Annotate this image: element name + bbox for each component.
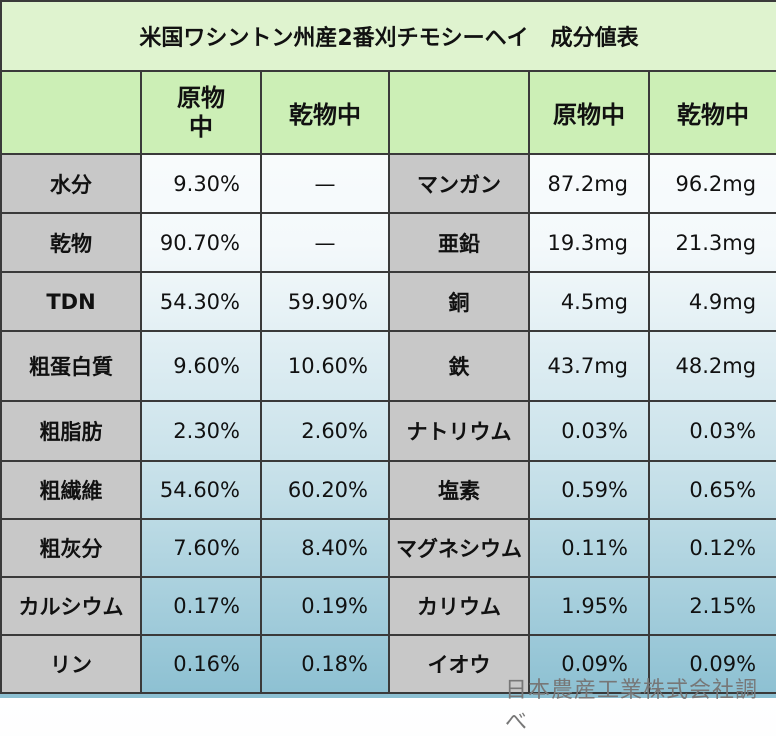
value-cell: 10.60% xyxy=(260,330,390,402)
value-cell: 0.09% xyxy=(647,634,776,694)
value-cell: 0.03% xyxy=(647,400,776,462)
value-cell: 2.30% xyxy=(140,400,262,462)
value-cell: 43.7mg xyxy=(528,330,650,402)
table-row: 乾物 90.70% — 亜鉛 19.3mg 21.3mg xyxy=(0,212,776,273)
row-label: 水分 xyxy=(0,153,142,214)
table-row: 粗蛋白質 9.60% 10.60% 鉄 43.7mg 48.2mg xyxy=(0,330,776,402)
value-cell: 87.2mg xyxy=(528,153,650,214)
value-cell: 0.03% xyxy=(528,400,650,462)
value-cell: 4.5mg xyxy=(528,271,650,332)
value-cell: 0.11% xyxy=(528,518,650,578)
row-label: カルシウム xyxy=(0,576,142,636)
header-cell: 乾物中 xyxy=(260,70,390,155)
value-cell: 0.19% xyxy=(260,576,390,636)
row-label: 鉄 xyxy=(388,330,530,402)
title-row: 米国ワシントン州産2番刈チモシーヘイ 成分値表 xyxy=(0,0,776,72)
table-row: カルシウム 0.17% 0.19% カリウム 1.95% 2.15% xyxy=(0,576,776,636)
value-cell: 54.30% xyxy=(140,271,262,332)
row-label: ナトリウム xyxy=(388,400,530,462)
value-cell: 0.16% xyxy=(140,634,262,694)
row-label: 粗脂肪 xyxy=(0,400,142,462)
value-cell: 4.9mg xyxy=(647,271,776,332)
value-cell: 0.65% xyxy=(647,460,776,520)
header-row: 原物中 乾物中 原物中 乾物中 xyxy=(0,70,776,155)
row-label: 銅 xyxy=(388,271,530,332)
table-row: 水分 9.30% — マンガン 87.2mg 96.2mg xyxy=(0,153,776,214)
value-cell: 0.18% xyxy=(260,634,390,694)
row-label: TDN xyxy=(0,271,142,332)
value-cell: 54.60% xyxy=(140,460,262,520)
value-cell: 9.60% xyxy=(140,330,262,402)
value-cell: 8.40% xyxy=(260,518,390,578)
value-cell: 2.15% xyxy=(647,576,776,636)
row-label: マンガン xyxy=(388,153,530,214)
value-cell: 96.2mg xyxy=(647,153,776,214)
table-row: リン 0.16% 0.18% イオウ 0.09% 0.09% xyxy=(0,634,776,694)
footer-note: 日本農産工業株式会社調べ xyxy=(505,678,759,735)
row-label: リン xyxy=(0,634,142,694)
header-blank xyxy=(0,70,142,155)
table-body: 米国ワシントン州産2番刈チモシーヘイ 成分値表 原物中 乾物中 原物中 乾物中 … xyxy=(0,0,776,694)
value-cell: 1.95% xyxy=(528,576,650,636)
value-cell: 0.17% xyxy=(140,576,262,636)
value-cell: 7.60% xyxy=(140,518,262,578)
value-cell: — xyxy=(260,153,390,214)
row-label: 亜鉛 xyxy=(388,212,530,273)
header-text: 原物中 xyxy=(176,83,225,141)
header-blank xyxy=(388,70,530,155)
row-label: 粗灰分 xyxy=(0,518,142,578)
row-label: 乾物 xyxy=(0,212,142,273)
composition-table: 米国ワシントン州産2番刈チモシーヘイ 成分値表 原物中 乾物中 原物中 乾物中 … xyxy=(0,0,776,694)
value-cell: 48.2mg xyxy=(647,330,776,402)
value-cell: 2.60% xyxy=(260,400,390,462)
table-row: 粗灰分 7.60% 8.40% マグネシウム 0.11% 0.12% xyxy=(0,518,776,578)
table-row: TDN 54.30% 59.90% 銅 4.5mg 4.9mg xyxy=(0,271,776,332)
value-cell: 0.12% xyxy=(647,518,776,578)
value-cell: 60.20% xyxy=(260,460,390,520)
row-label: イオウ xyxy=(388,634,530,694)
table-row: 粗脂肪 2.30% 2.60% ナトリウム 0.03% 0.03% xyxy=(0,400,776,462)
header-cell: 乾物中 xyxy=(647,70,776,155)
row-label: 粗蛋白質 xyxy=(0,330,142,402)
header-cell: 原物中 xyxy=(528,70,650,155)
value-cell: 19.3mg xyxy=(528,212,650,273)
table-row: 粗繊維 54.60% 60.20% 塩素 0.59% 0.65% xyxy=(0,460,776,520)
value-cell: 21.3mg xyxy=(647,212,776,273)
row-label: マグネシウム xyxy=(388,518,530,578)
value-cell: 0.59% xyxy=(528,460,650,520)
value-cell: — xyxy=(260,212,390,273)
row-label: 塩素 xyxy=(388,460,530,520)
title: 米国ワシントン州産2番刈チモシーヘイ 成分値表 xyxy=(0,0,776,72)
header-cell: 原物中 xyxy=(140,70,262,155)
value-cell: 90.70% xyxy=(140,212,262,273)
value-cell: 9.30% xyxy=(140,153,262,214)
row-label: 粗繊維 xyxy=(0,460,142,520)
value-cell: 0.09% xyxy=(528,634,650,694)
value-cell: 59.90% xyxy=(260,271,390,332)
row-label: カリウム xyxy=(388,576,530,636)
